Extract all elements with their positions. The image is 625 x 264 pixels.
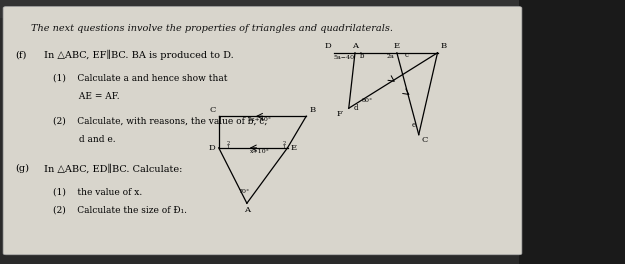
Text: B: B	[309, 106, 316, 114]
Bar	[0, 0, 519, 18]
Text: 80°: 80°	[361, 98, 372, 103]
Text: In △ABC, EF∥BC. BA is produced to D.: In △ABC, EF∥BC. BA is produced to D.	[44, 50, 234, 60]
Text: (1)    the value of x.: (1) the value of x.	[53, 187, 143, 196]
Text: 2a: 2a	[387, 54, 394, 59]
Text: x+10°: x+10°	[249, 149, 269, 154]
Text: 1: 1	[226, 145, 229, 150]
Text: B: B	[441, 42, 447, 50]
Text: (g): (g)	[16, 164, 29, 173]
Text: 2x+40°: 2x+40°	[248, 117, 271, 122]
Text: F: F	[337, 110, 342, 118]
Text: C: C	[209, 106, 216, 114]
Text: 70°: 70°	[238, 189, 249, 194]
Text: 5a−40: 5a−40	[333, 55, 354, 60]
Text: (f): (f)	[16, 50, 27, 59]
Text: In △ABC, ED∥BC. Calculate:: In △ABC, ED∥BC. Calculate:	[44, 164, 182, 173]
Text: 1: 1	[282, 145, 286, 150]
FancyBboxPatch shape	[3, 7, 522, 255]
Text: 2: 2	[226, 141, 229, 146]
Text: (1)    Calculate a and hence show that: (1) Calculate a and hence show that	[53, 74, 227, 83]
Text: C: C	[422, 136, 428, 144]
Text: E: E	[394, 42, 400, 50]
Text: (2)    Calculate, with reasons, the value of b, c,: (2) Calculate, with reasons, the value o…	[53, 116, 268, 125]
Text: e: e	[412, 121, 416, 129]
Text: b: b	[360, 51, 365, 60]
Bar	[519, 0, 625, 264]
Text: A: A	[244, 206, 250, 214]
Text: E: E	[291, 144, 297, 152]
Text: d: d	[354, 103, 358, 112]
Text: A: A	[352, 42, 358, 50]
Text: (2)    Calculate the size of Đ₁.: (2) Calculate the size of Đ₁.	[53, 206, 187, 215]
Text: D: D	[324, 42, 331, 50]
Text: 2: 2	[282, 141, 286, 146]
Text: c: c	[404, 51, 408, 59]
Text: AE = AF.: AE = AF.	[53, 92, 120, 101]
Text: D: D	[209, 144, 216, 152]
Text: d and e.: d and e.	[53, 135, 116, 144]
Text: The next questions involve the properties of triangles and quadrilaterals.: The next questions involve the propertie…	[31, 24, 393, 33]
